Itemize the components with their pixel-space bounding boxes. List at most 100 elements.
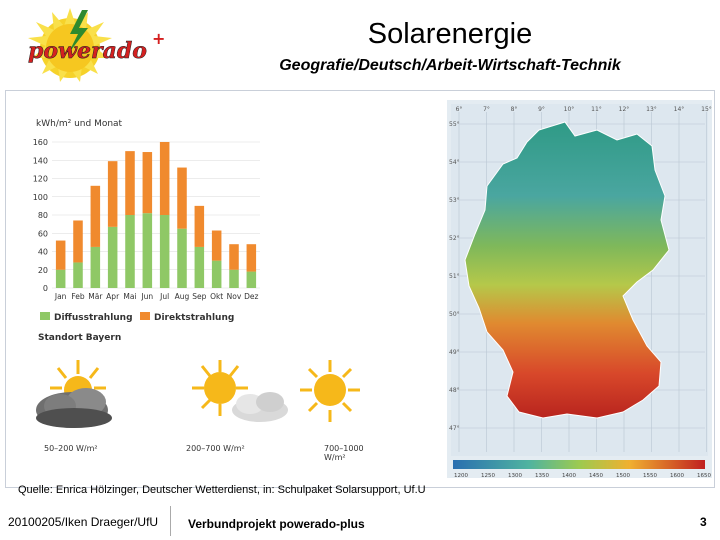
map-lon-label: 11° xyxy=(591,106,602,113)
scale-label: 1650 xyxy=(697,473,711,478)
scale-label: 1300 xyxy=(508,473,522,478)
page-number: 3 xyxy=(700,515,707,529)
bar-diffusstrahlung xyxy=(177,228,187,288)
scale-label: 1600 xyxy=(670,473,684,478)
map-lon-label: 14° xyxy=(674,106,685,113)
bar-direktstrahlung xyxy=(246,244,257,272)
y-tick-label: 80 xyxy=(38,211,48,220)
map-lat-label: 47° xyxy=(449,425,460,432)
bar-diffusstrahlung xyxy=(211,260,222,288)
bar-diffusstrahlung xyxy=(159,215,170,288)
map-lon-label: 15° xyxy=(701,106,712,113)
legend-label: Diffusstrahlung xyxy=(54,313,133,323)
scale-label: 1400 xyxy=(562,473,576,478)
map-lat-label: 48° xyxy=(449,387,460,394)
bar-diffusstrahlung xyxy=(194,246,205,288)
map-lon-label: 6° xyxy=(456,106,463,113)
bar-direktstrahlung xyxy=(229,244,239,270)
bar-diffusstrahlung xyxy=(55,269,66,288)
slide-subtitle: Geografie/Deutsch/Arbeit-Wirtschaft-Tech… xyxy=(279,57,621,74)
irradiance-label-low: 50–200 W/m² xyxy=(44,444,98,453)
irradiance-label-mid: 200–700 W/m² xyxy=(186,444,245,453)
bar-direktstrahlung xyxy=(90,185,101,247)
germany-shape xyxy=(464,121,670,419)
slide-title: Solarenergie xyxy=(367,18,533,50)
map-lat-label: 50° xyxy=(449,311,460,318)
legend-swatch xyxy=(140,312,150,320)
footer-date-author: 20100205/Iken Draeger/UfU xyxy=(8,515,159,529)
bar-direktstrahlung xyxy=(107,161,118,227)
x-tick-label: Mär xyxy=(88,292,103,301)
bar-direktstrahlung xyxy=(211,230,222,261)
y-tick-label: 20 xyxy=(38,266,48,275)
x-tick-label: Sep xyxy=(192,292,206,301)
y-tick-label: 140 xyxy=(33,156,48,165)
sun-burst-icon xyxy=(28,8,112,82)
map-lon-label: 10° xyxy=(564,106,575,113)
chart-note: Standort Bayern xyxy=(38,333,121,343)
scale-label: 1350 xyxy=(535,473,549,478)
x-tick-label: Okt xyxy=(210,292,223,301)
map-lat-label: 54° xyxy=(449,159,460,166)
irradiance-label-high: 700–1000 W/m² xyxy=(324,444,364,462)
full-sun-icon xyxy=(300,360,360,422)
x-tick-label: Jun xyxy=(140,292,153,301)
map-lat-label: 55° xyxy=(449,121,460,128)
y-tick-label: 100 xyxy=(33,193,48,202)
bar-direktstrahlung xyxy=(194,205,205,247)
logo-plus: + xyxy=(152,29,165,48)
map-lat-label: 52° xyxy=(449,235,460,242)
irradiance-illustrations: 50–200 W/m² 200–700 W/m² 700–1000 W/m² xyxy=(30,358,375,462)
bar-direktstrahlung xyxy=(125,151,135,215)
bar-direktstrahlung xyxy=(73,220,83,263)
scale-label: 1250 xyxy=(481,473,495,478)
map-lon-label: 9° xyxy=(538,106,545,113)
map-lat-label: 49° xyxy=(449,349,460,356)
y-tick-label: 60 xyxy=(38,229,48,238)
bar-diffusstrahlung xyxy=(73,262,83,288)
powerado-logo: powerado + xyxy=(8,4,176,82)
x-tick-label: Aug xyxy=(175,292,190,301)
bar-direktstrahlung xyxy=(159,142,170,215)
x-tick-label: Feb xyxy=(71,292,85,301)
bar-direktstrahlung xyxy=(177,167,187,229)
bar-direktstrahlung xyxy=(55,240,66,270)
bar-diffusstrahlung xyxy=(246,271,257,288)
x-tick-label: Mai xyxy=(123,292,136,301)
germany-irradiance-map: 6° 7° 8° 9° 10° 11° 12° 13° 14° 15° 55° 54° 53° 52° 5… xyxy=(447,100,712,479)
lightning-icon xyxy=(68,10,88,54)
x-tick-label: Jul xyxy=(159,292,169,301)
footer-project: Verbundprojekt powerado-plus xyxy=(188,517,365,531)
legend-label: Direktstrahlung xyxy=(154,313,234,323)
map-lat-label: 51° xyxy=(449,273,460,280)
scale-bar xyxy=(453,460,705,469)
y-tick-label: 0 xyxy=(43,284,48,293)
x-tick-label: Dez xyxy=(244,292,258,301)
scale-label: 1450 xyxy=(589,473,603,478)
map-lon-label: 12° xyxy=(619,106,630,113)
radiation-chart: kWh/m² und Monat 0 20 40 60 80 100 120 140 160 J… xyxy=(30,104,268,348)
bar-diffusstrahlung xyxy=(90,246,101,288)
scale-label: 1200 xyxy=(454,473,468,478)
logo-text: powerado xyxy=(28,38,147,64)
source-citation: Quelle: Enrica Hölzinger, Deutscher Wett… xyxy=(18,484,426,496)
bar-direktstrahlung xyxy=(142,152,153,214)
footer-divider xyxy=(170,506,171,536)
footer xyxy=(0,500,720,540)
map-lon-label: 7° xyxy=(483,106,490,113)
bar-diffusstrahlung xyxy=(142,213,153,288)
bar-diffusstrahlung xyxy=(125,215,135,288)
y-tick-label: 160 xyxy=(33,138,48,147)
map-lon-label: 8° xyxy=(511,106,518,113)
scale-label: 1550 xyxy=(643,473,657,478)
y-tick-label: 40 xyxy=(38,248,48,257)
scale-label: 1500 xyxy=(616,473,630,478)
map-lat-label: 53° xyxy=(449,197,460,204)
content-frame xyxy=(5,90,715,488)
chart-title: kWh/m² und Monat xyxy=(36,119,123,129)
bar-diffusstrahlung xyxy=(229,269,239,288)
x-tick-label: Nov xyxy=(227,292,242,301)
map-lon-label: 13° xyxy=(646,106,657,113)
y-tick-label: 120 xyxy=(33,175,48,184)
x-tick-label: Apr xyxy=(106,292,120,301)
